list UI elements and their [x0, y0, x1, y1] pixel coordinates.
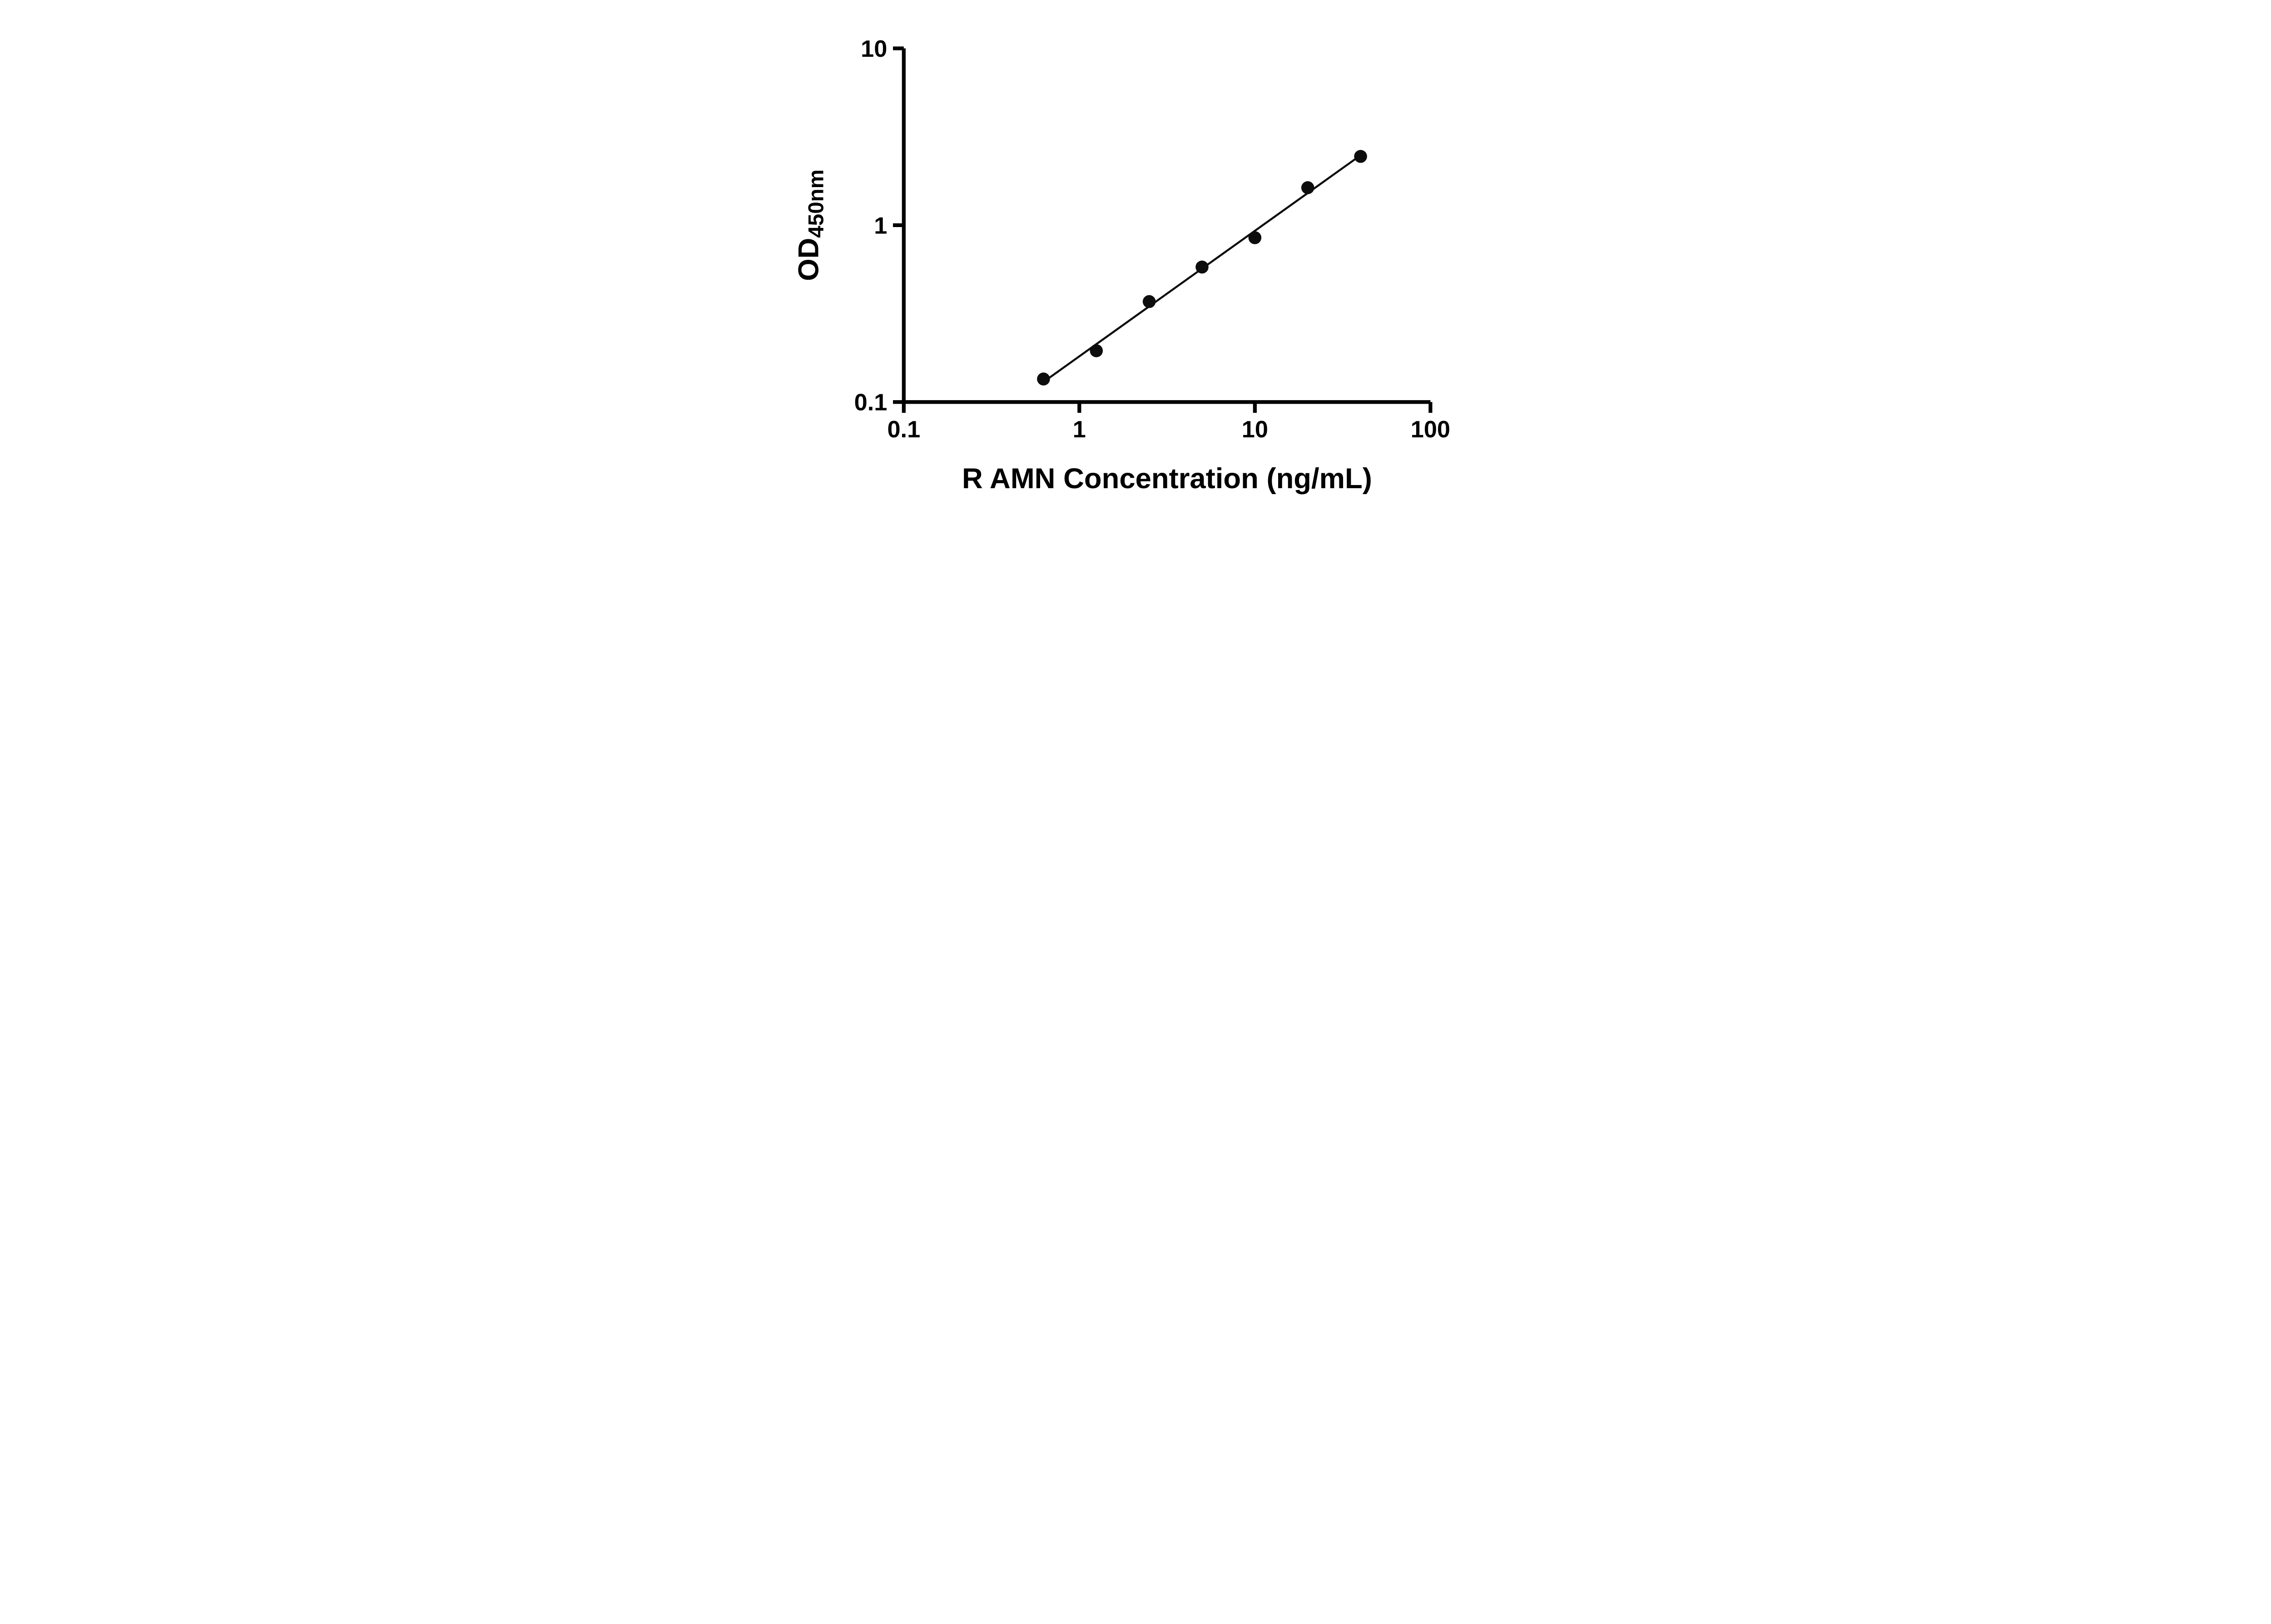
data-point: [1142, 295, 1156, 308]
data-point: [1248, 231, 1262, 244]
x-tick-label: 1: [1073, 416, 1086, 443]
x-tick-label: 10: [1242, 416, 1268, 443]
y-tick-label: 10: [861, 36, 887, 62]
data-point: [1037, 372, 1050, 386]
axes-group: 0.1 1 10 100 0.1 1 10: [854, 36, 1450, 443]
data-point: [1301, 181, 1314, 194]
x-tick-label: 0.1: [887, 416, 920, 443]
y-axis-title-sub: 450nm: [804, 169, 828, 238]
axis-spine: [902, 48, 1431, 404]
standard-curve-chart: 0.1 1 10 100 0.1 1 10 R AMN Concentration (ng/…: [772, 0, 1499, 515]
x-axis-title: R AMN Concentration (ng/mL): [962, 463, 1372, 495]
data-point: [1195, 260, 1209, 274]
x-tick-label: 100: [1411, 416, 1450, 443]
y-axis-title: OD450nm: [793, 169, 828, 281]
y-axis-title-main: OD: [793, 238, 824, 281]
data-point: [1090, 344, 1103, 357]
y-tick-label: 1: [874, 213, 887, 239]
y-tick-label: 0.1: [854, 390, 888, 416]
chart-canvas: 0.1 1 10 100 0.1 1 10 R AMN Concentration (ng/…: [772, 0, 1499, 515]
plot-group: [1037, 150, 1367, 386]
data-point: [1354, 150, 1367, 163]
